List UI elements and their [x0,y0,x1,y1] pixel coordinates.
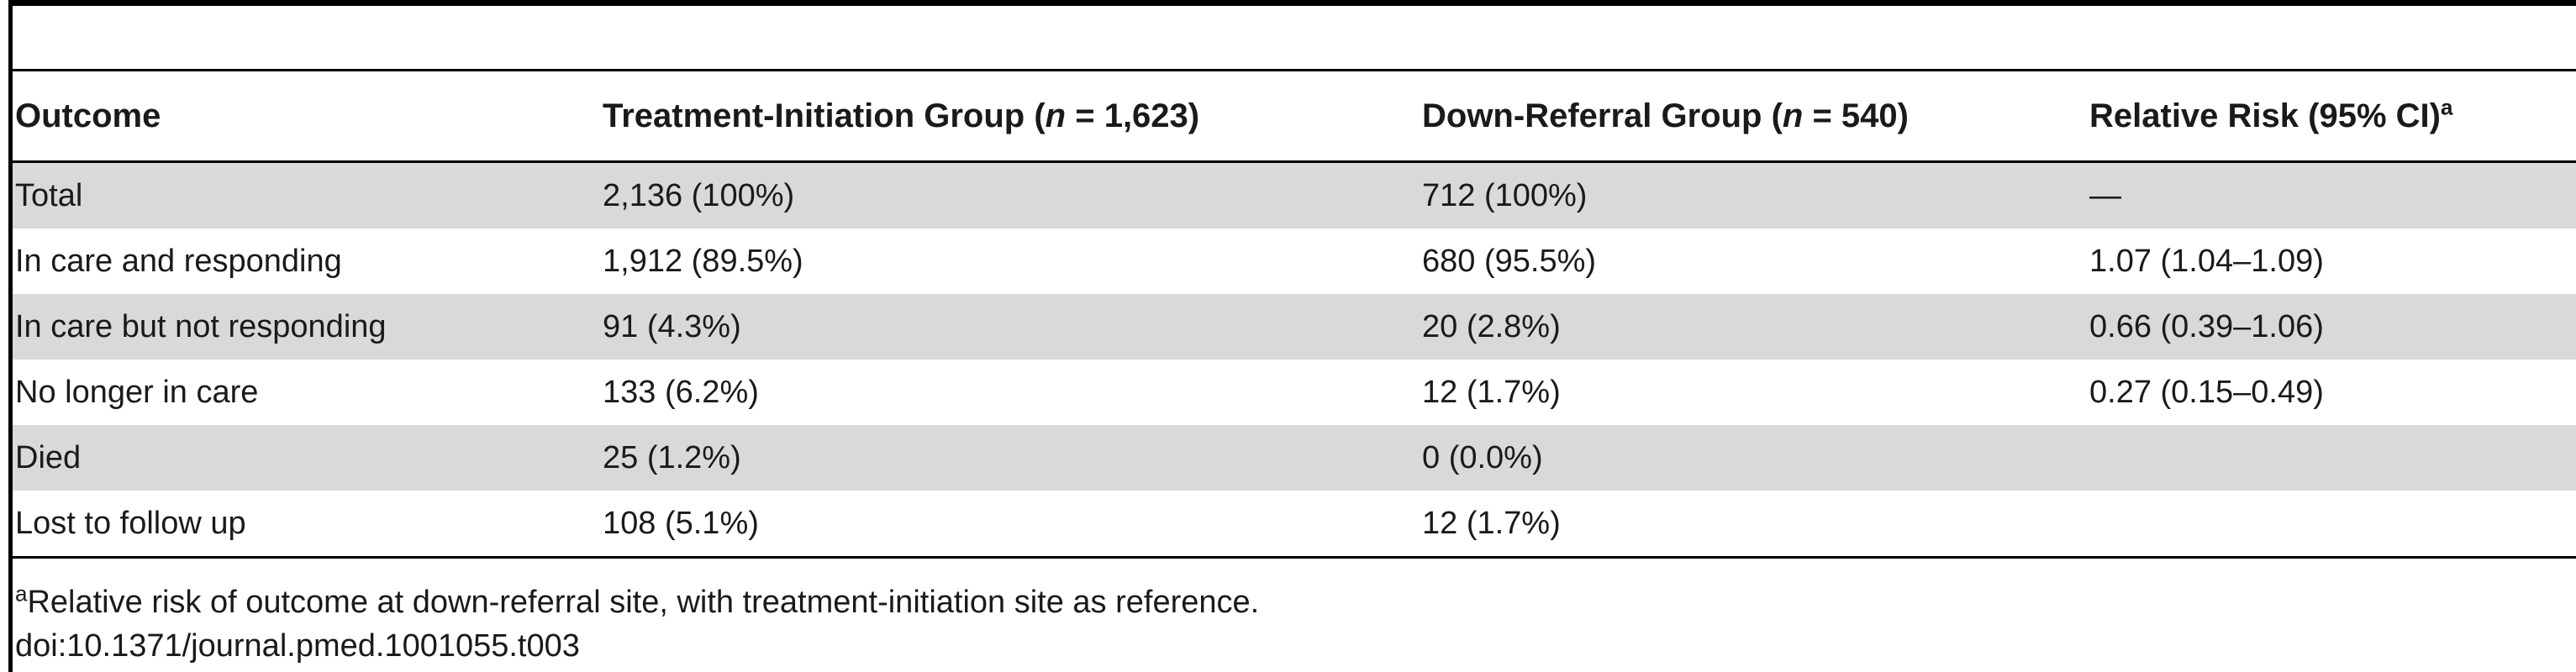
row-outcome: In care but not responding [15,308,387,344]
header-relative-risk: Relative Risk (95% CI)a [2089,94,2453,134]
footnote-marker: a [2440,94,2453,120]
row-treatment-initiation-value: 133 (6.2%) [603,374,759,410]
footnote-marker: a [15,580,28,606]
row-down-referral-value: 12 (1.7%) [1422,374,1561,410]
table-footnote: aRelative risk of outcome at down-referr… [15,582,1260,621]
row-down-referral-value: 680 (95.5%) [1422,243,1597,279]
header-down-referral-group: Down-Referral Group (n = 540) [1422,97,1909,134]
row-treatment-initiation-value: 91 (4.3%) [603,308,741,344]
doi-reference: doi:10.1371/journal.pmed.1001055.t003 [15,628,580,664]
row-down-referral-value: 712 (100%) [1422,177,1588,213]
row-down-referral-value: 12 (1.7%) [1422,505,1561,541]
row-relative-risk: — [2089,177,2121,213]
row-outcome: In care and responding [15,243,342,279]
header-treatment-initiation-group: Treatment-Initiation Group (n = 1,623) [603,97,1200,134]
table-row: Died 25 (1.2%) 0 (0.0%) [13,425,2576,491]
row-treatment-initiation-value: 108 (5.1%) [603,505,759,541]
row-relative-risk: 0.27 (0.15–0.49) [2089,374,2324,410]
table-row: Total 2,136 (100%) 712 (100%) — [13,163,2576,228]
table-row: In care but not responding 91 (4.3%) 20 … [13,294,2576,360]
header-outcome: Outcome [15,97,161,134]
row-treatment-initiation-value: 25 (1.2%) [603,439,741,475]
row-outcome: Lost to follow up [15,505,246,541]
row-down-referral-value: 20 (2.8%) [1422,308,1561,344]
row-relative-risk: 1.07 (1.04–1.09) [2089,243,2324,279]
row-relative-risk: 0.66 (0.39–1.06) [2089,308,2324,344]
footnote-text: Relative risk of outcome at down-referra… [27,585,1260,620]
left-border [8,0,13,672]
table-header-row: Outcome Treatment-Initiation Group (n = … [13,69,2576,163]
table-row: In care and responding 1,912 (89.5%) 680… [13,228,2576,294]
row-down-referral-value: 0 (0.0%) [1422,439,1543,475]
row-outcome: Total [15,177,83,213]
outcomes-table: Outcome Treatment-Initiation Group (n = … [13,69,2576,559]
table-row: Lost to follow up 108 (5.1%) 12 (1.7%) [13,491,2576,559]
row-treatment-initiation-value: 1,912 (89.5%) [603,243,803,279]
row-treatment-initiation-value: 2,136 (100%) [603,177,795,213]
top-border [8,0,2576,6]
row-outcome: No longer in care [15,374,259,410]
row-outcome: Died [15,439,82,475]
table-row: No longer in care 133 (6.2%) 12 (1.7%) 0… [13,360,2576,425]
